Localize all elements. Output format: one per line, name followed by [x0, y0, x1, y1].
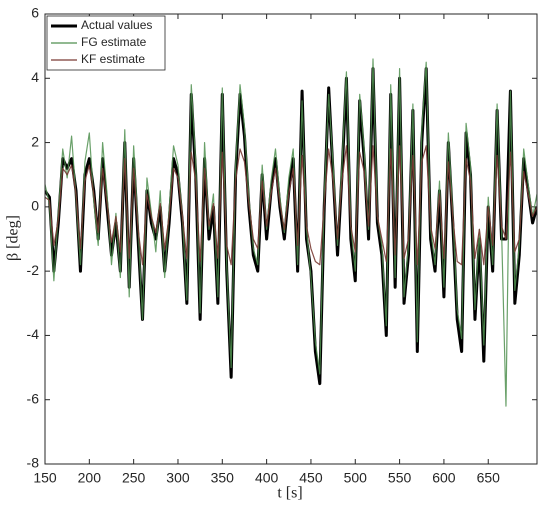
- x-tick-label: 300: [166, 470, 190, 486]
- legend-label: KF estimate: [81, 52, 145, 66]
- y-tick-label: 0: [31, 198, 39, 214]
- plot-frame: [44, 13, 538, 465]
- x-tick-label: 500: [344, 470, 368, 486]
- x-tick-label: 550: [388, 470, 412, 486]
- x-tick-label: 650: [477, 470, 501, 486]
- y-tick-label: 4: [31, 69, 39, 85]
- x-tick-label: 450: [299, 470, 323, 486]
- series-line: [45, 145, 537, 266]
- x-tick-label: 600: [432, 470, 456, 486]
- y-tick-label: 2: [31, 133, 39, 149]
- y-tick-label: -4: [27, 326, 40, 342]
- y-tick-label: 6: [31, 5, 39, 21]
- x-tick-label: 400: [255, 470, 279, 486]
- x-tick-label: 150: [33, 470, 57, 486]
- y-tick-label: -2: [27, 262, 40, 278]
- y-axis-label: β [deg]: [5, 215, 22, 261]
- x-axis-label: t [s]: [277, 485, 302, 502]
- x-tick-label: 200: [78, 470, 102, 486]
- legend-label: FG estimate: [81, 35, 147, 49]
- x-tick-label: 250: [122, 470, 146, 486]
- x-tick-label: 350: [211, 470, 235, 486]
- y-tick-label: -6: [27, 390, 40, 406]
- legend-label: Actual values: [81, 18, 152, 32]
- y-tick-label: -8: [27, 455, 40, 471]
